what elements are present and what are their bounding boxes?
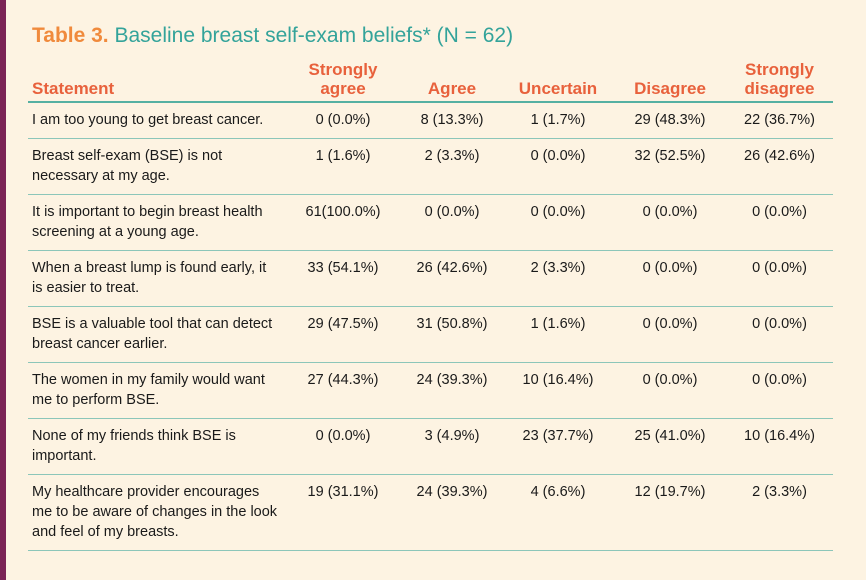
- table-title: Table 3. Baseline breast self-exam belie…: [32, 24, 513, 48]
- value-cell: 33 (54.1%): [284, 250, 402, 307]
- value-cell: 0 (0.0%): [284, 418, 402, 475]
- value-cell: 0 (0.0%): [402, 194, 502, 251]
- value-cell: 4 (6.6%): [502, 474, 614, 551]
- value-cell: 32 (52.5%): [614, 138, 726, 195]
- header-strongly-agree: Strongly agree: [284, 60, 402, 103]
- table-row: My healthcare provider encourages me to …: [28, 474, 833, 551]
- header-disagree: Disagree: [614, 60, 726, 103]
- value-cell: 19 (31.1%): [284, 474, 402, 551]
- table-body: I am too young to get breast cancer. 0 (0…: [28, 102, 833, 551]
- statement-cell: It is important to begin breast health s…: [28, 194, 284, 251]
- table-row: None of my friends think BSE is importan…: [28, 418, 833, 475]
- header-uncertain: Uncertain: [502, 60, 614, 103]
- header-strongly-disagree-label: Strongly disagree: [744, 60, 815, 98]
- value-cell: 29 (48.3%): [614, 102, 726, 139]
- value-cell: 1 (1.6%): [502, 306, 614, 363]
- left-accent-bar: [0, 0, 6, 580]
- value-cell: 0 (0.0%): [726, 362, 833, 419]
- header-strongly-agree-label: Strongly agree: [308, 60, 378, 98]
- value-cell: 29 (47.5%): [284, 306, 402, 363]
- value-cell: 0 (0.0%): [614, 194, 726, 251]
- value-cell: 2 (3.3%): [726, 474, 833, 551]
- value-cell: 0 (0.0%): [502, 138, 614, 195]
- value-cell: 10 (16.4%): [502, 362, 614, 419]
- header-agree: Agree: [402, 60, 502, 103]
- value-cell: 0 (0.0%): [726, 250, 833, 307]
- table-row: The women in my family would want me to …: [28, 362, 833, 419]
- table-row: It is important to begin breast health s…: [28, 194, 833, 251]
- beliefs-table: Statement Strongly agree Agree Uncertain…: [28, 60, 833, 551]
- table-caption: Baseline breast self-exam beliefs* (N = …: [114, 24, 514, 47]
- statement-cell: When a breast lump is found early, it is…: [28, 250, 284, 307]
- value-cell: 2 (3.3%): [402, 138, 502, 195]
- value-cell: 10 (16.4%): [726, 418, 833, 475]
- table-row: Breast self-exam (BSE) is not necessary …: [28, 138, 833, 195]
- value-cell: 3 (4.9%): [402, 418, 502, 475]
- header-strongly-disagree: Strongly disagree: [726, 60, 833, 103]
- value-cell: 1 (1.7%): [502, 102, 614, 139]
- header-statement: Statement: [28, 60, 284, 103]
- statement-cell: My healthcare provider encourages me to …: [28, 474, 284, 551]
- value-cell: 0 (0.0%): [726, 194, 833, 251]
- value-cell: 25 (41.0%): [614, 418, 726, 475]
- statement-cell: I am too young to get breast cancer.: [28, 102, 284, 139]
- table-label: Table 3.: [32, 24, 109, 47]
- value-cell: 12 (19.7%): [614, 474, 726, 551]
- value-cell: 23 (37.7%): [502, 418, 614, 475]
- value-cell: 26 (42.6%): [402, 250, 502, 307]
- value-cell: 27 (44.3%): [284, 362, 402, 419]
- table-row: When a breast lump is found early, it is…: [28, 250, 833, 307]
- value-cell: 24 (39.3%): [402, 474, 502, 551]
- value-cell: 0 (0.0%): [614, 362, 726, 419]
- value-cell: 0 (0.0%): [284, 102, 402, 139]
- value-cell: 0 (0.0%): [502, 194, 614, 251]
- value-cell: 0 (0.0%): [726, 306, 833, 363]
- value-cell: 31 (50.8%): [402, 306, 502, 363]
- value-cell: 2 (3.3%): [502, 250, 614, 307]
- value-cell: 8 (13.3%): [402, 102, 502, 139]
- table-row: BSE is a valuable tool that can detect b…: [28, 306, 833, 363]
- value-cell: 61(100.0%): [284, 194, 402, 251]
- value-cell: 0 (0.0%): [614, 250, 726, 307]
- statement-cell: Breast self-exam (BSE) is not necessary …: [28, 138, 284, 195]
- header-row: Statement Strongly agree Agree Uncertain…: [28, 60, 833, 103]
- value-cell: 26 (42.6%): [726, 138, 833, 195]
- statement-cell: None of my friends think BSE is importan…: [28, 418, 284, 475]
- table-row: I am too young to get breast cancer. 0 (0…: [28, 102, 833, 139]
- value-cell: 22 (36.7%): [726, 102, 833, 139]
- statement-cell: BSE is a valuable tool that can detect b…: [28, 306, 284, 363]
- value-cell: 24 (39.3%): [402, 362, 502, 419]
- value-cell: 1 (1.6%): [284, 138, 402, 195]
- statement-cell: The women in my family would want me to …: [28, 362, 284, 419]
- value-cell: 0 (0.0%): [614, 306, 726, 363]
